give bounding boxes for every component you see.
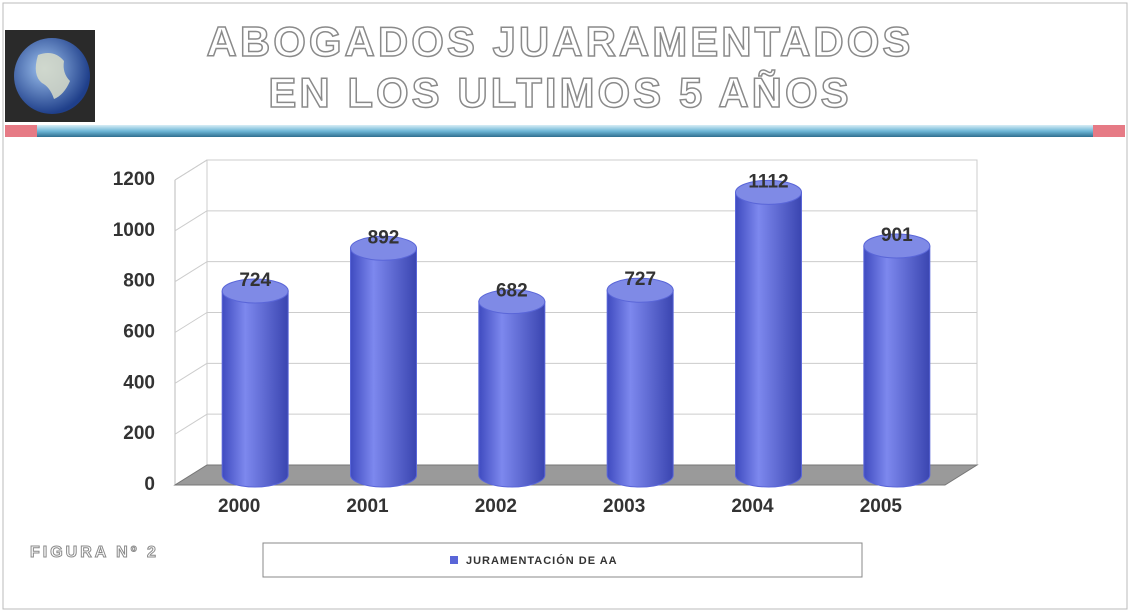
x-tick-label: 2000 [218,496,260,517]
y-tick-label: 0 [144,474,155,495]
grid-line-side [174,413,208,435]
bar-top [221,278,289,304]
y-tick-label: 200 [123,423,155,444]
data-label: 682 [496,281,528,302]
x-tick-label: 2005 [860,496,903,517]
grid-line-side [174,261,208,283]
y-tick-label: 600 [123,322,155,343]
x-tick-label: 2001 [346,496,389,517]
bar [350,247,417,488]
bar-top [606,277,674,303]
x-tick-label: 2003 [603,496,645,517]
header-rule [5,125,1125,137]
data-label: 901 [881,225,913,246]
x-tick-label: 2004 [731,496,774,517]
legend-label: JURAMENTACIÓN DE AA [466,554,618,567]
legend-box [262,542,863,578]
floor [173,464,979,486]
grid-line-side [174,312,208,333]
data-label: 727 [624,269,656,290]
bar [735,191,802,488]
grid-line-side [174,159,208,181]
bar [606,289,674,488]
y-tick-label: 1000 [113,220,155,241]
data-label: 892 [368,227,400,248]
bar-top [478,289,546,315]
bar-top [350,235,417,261]
y-tick-label: 1200 [113,169,155,190]
data-label: 1112 [748,171,788,192]
y-tick-label: 800 [123,271,155,292]
chart-subtitle: EN LOS ULTIMOS 5 AÑOS [268,69,851,116]
bar [863,245,931,488]
legend-swatch [450,556,458,564]
bar-top [863,233,931,259]
data-label: 724 [239,270,271,291]
bar-top [735,179,802,205]
globe-icon [5,30,95,122]
bar [221,290,289,488]
y-tick-label: 400 [123,372,155,393]
bar [478,301,546,488]
x-tick-label: 2002 [475,496,517,517]
grid-line-side [174,362,208,384]
grid-line-side [174,210,208,232]
chart-title: ABOGADOS JUARAMENTADOS [207,18,914,65]
figure-label: FIGURA Nº 2 [30,544,159,561]
